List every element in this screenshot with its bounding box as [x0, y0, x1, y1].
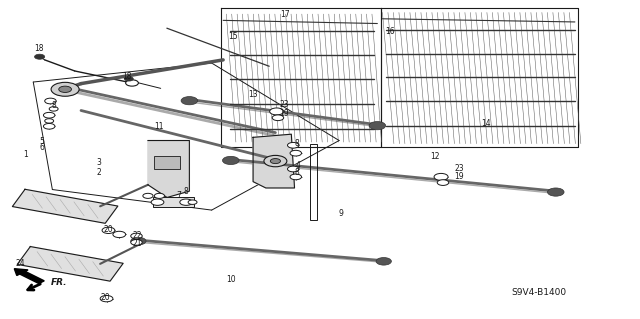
Text: 21: 21 [132, 239, 142, 248]
Text: 19: 19 [280, 109, 289, 118]
Text: 8: 8 [183, 187, 188, 196]
Circle shape [223, 156, 239, 165]
Text: 5: 5 [39, 137, 44, 146]
Circle shape [44, 123, 55, 129]
Text: 19: 19 [454, 172, 464, 182]
Text: 4: 4 [295, 161, 300, 170]
Text: 20: 20 [100, 293, 110, 301]
Circle shape [143, 193, 153, 198]
Circle shape [131, 233, 142, 239]
Circle shape [437, 180, 449, 185]
Circle shape [287, 142, 299, 148]
Circle shape [59, 86, 72, 93]
Circle shape [287, 166, 299, 172]
Text: 23: 23 [280, 100, 289, 109]
Circle shape [434, 174, 448, 180]
Circle shape [376, 257, 392, 265]
Text: S9V4-B1400: S9V4-B1400 [511, 288, 566, 297]
Circle shape [124, 77, 133, 81]
Text: 8: 8 [294, 168, 300, 177]
Circle shape [181, 97, 198, 105]
Circle shape [154, 193, 164, 198]
Circle shape [51, 82, 79, 96]
Text: 14: 14 [481, 119, 490, 128]
Circle shape [35, 54, 45, 59]
Circle shape [264, 155, 287, 167]
Text: 15: 15 [228, 32, 237, 41]
FancyArrow shape [14, 269, 44, 284]
Circle shape [272, 115, 284, 121]
Text: 7: 7 [176, 191, 181, 200]
Circle shape [44, 112, 55, 118]
Polygon shape [148, 141, 189, 197]
Circle shape [151, 199, 164, 205]
Text: 11: 11 [155, 122, 164, 131]
Circle shape [45, 98, 56, 104]
Circle shape [113, 231, 125, 238]
Text: 10: 10 [226, 275, 236, 284]
Circle shape [188, 200, 197, 204]
Polygon shape [253, 134, 294, 188]
Circle shape [180, 199, 193, 205]
Text: 3: 3 [97, 158, 101, 167]
Text: 24: 24 [15, 259, 25, 268]
Text: 13: 13 [248, 90, 258, 99]
Polygon shape [17, 247, 123, 281]
Bar [310, 144, 317, 219]
Text: 18: 18 [122, 72, 132, 81]
Circle shape [49, 107, 58, 111]
Text: 20: 20 [104, 225, 113, 234]
Text: 8: 8 [294, 139, 300, 148]
Bar [154, 156, 180, 169]
Circle shape [100, 295, 113, 302]
Text: 17: 17 [280, 10, 290, 19]
Circle shape [269, 108, 284, 115]
Text: 1: 1 [23, 150, 28, 159]
Text: 23: 23 [454, 165, 464, 174]
Text: FR.: FR. [51, 278, 67, 287]
Polygon shape [12, 189, 118, 223]
Text: 6: 6 [39, 143, 44, 152]
Circle shape [290, 150, 301, 156]
Text: 2: 2 [97, 168, 101, 177]
Circle shape [547, 188, 564, 196]
Circle shape [131, 237, 146, 245]
Circle shape [125, 80, 138, 86]
Text: 22: 22 [132, 231, 142, 240]
Circle shape [270, 159, 280, 164]
Circle shape [369, 122, 386, 130]
Circle shape [131, 240, 142, 245]
Bar [153, 197, 195, 207]
Circle shape [290, 174, 301, 180]
Circle shape [102, 227, 115, 234]
Text: 8: 8 [51, 101, 56, 110]
Text: 9: 9 [339, 209, 344, 218]
Circle shape [45, 119, 54, 123]
Text: 12: 12 [430, 152, 440, 161]
Text: 16: 16 [385, 27, 395, 36]
Text: 18: 18 [34, 44, 44, 53]
